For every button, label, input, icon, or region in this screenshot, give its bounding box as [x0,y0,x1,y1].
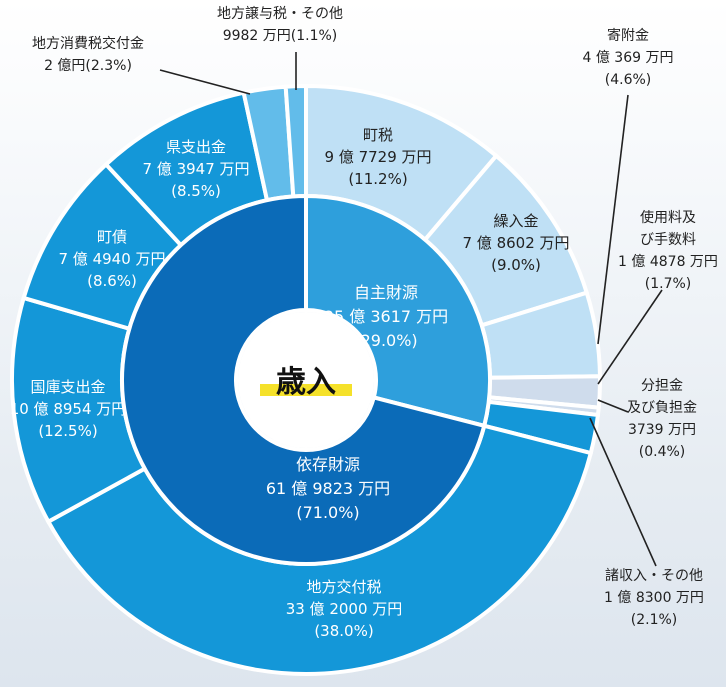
outer-label-8-line-1: 7 億 4940 万円 [58,250,165,268]
slice-labels: 自主財源 25 億 3617 万円 (29.0%) 依存財源 61 億 9823 万円 (… [10,6,718,640]
chart-center: 歳入 [238,312,374,448]
inner-ring [120,193,492,566]
outer-label-10-line-0: 地方消費税交付金 [32,35,144,52]
outer-label-4-line-0: 分担金 [641,378,683,394]
leader-lines [159,52,663,567]
center-hole [238,312,374,448]
outer-label-9-line-1: 7 億 3947 万円 [142,160,249,178]
outer-label-10: 地方消費税交付金 2 億円(2.3%) [32,35,144,74]
inner-label-1-line-0: 依存財源 [296,455,360,474]
inner-label-1-line-2: (71.0%) [296,503,359,522]
outer-label-0: 町税 9 億 7729 万円 (11.2%) [324,126,431,188]
outer-label-10-line-1: 2 億円(2.3%) [44,58,132,74]
outer-label-9-line-2: (8.5%) [171,182,221,200]
outer-label-5: 諸収入・その他 1 億 8300 万円 (2.1%) [604,568,704,628]
outer-label-11-line-1: 9982 万円(1.1%) [223,28,338,44]
outer-label-1-line-0: 繰入金 [493,212,538,230]
leader-line-5 [589,417,657,567]
title-highlight [260,384,352,396]
outer-label-6-line-1: 33 億 2000 万円 [286,600,403,618]
inner-label-0-line-1: 25 億 3617 万円 [324,307,448,326]
outer-label-4-line-2: 3739 万円 [628,422,696,438]
leader-line-2 [597,94,629,345]
outer-label-1: 繰入金 7 億 8602 万円 (9.0%) [462,212,569,274]
inner-slice-1 [120,193,487,566]
outer-label-11-line-0: 地方譲与税・その他 [217,6,343,22]
outer-label-8: 町債 7 億 4940 万円 (8.6%) [58,228,165,290]
outer-label-6: 地方交付税 33 億 2000 万円 (38.0%) [286,578,403,640]
outer-label-7-line-1: 10 億 8954 万円 [10,400,127,418]
outer-label-11: 地方譲与税・その他 9982 万円(1.1%) [217,6,343,44]
outer-label-2-line-1: 4 億 369 万円 [583,50,674,66]
outer-label-0-line-1: 9 億 7729 万円 [324,148,431,166]
outer-label-5-line-0: 諸収入・その他 [605,568,703,584]
inner-label-0-line-2: (29.0%) [354,331,417,350]
outer-label-8-line-0: 町債 [97,228,127,246]
chart-title: 歳入 [276,365,336,400]
outer-label-7-line-2: (12.5%) [38,422,97,440]
inner-label-0-line-0: 自主財源 [354,283,418,302]
outer-label-1-line-1: 7 億 8602 万円 [462,234,569,252]
inner-label-1-line-1: 61 億 9823 万円 [266,479,390,498]
outer-label-8-line-2: (8.6%) [87,272,137,290]
outer-label-7: 国庫支出金 10 億 8954 万円 (12.5%) [10,378,127,440]
outer-label-3-line-3: (1.7%) [645,276,692,292]
outer-label-1-line-2: (9.0%) [491,256,541,274]
inner-label-1: 依存財源 61 億 9823 万円 (71.0%) [266,455,390,522]
outer-label-4-line-3: (0.4%) [639,444,686,460]
outer-label-5-line-1: 1 億 8300 万円 [604,590,704,606]
outer-label-9-line-0: 県支出金 [166,138,226,156]
outer-label-2: 寄附金 4 億 369 万円 (4.6%) [583,27,674,88]
outer-label-0-line-2: (11.2%) [348,170,407,188]
outer-label-7-line-0: 国庫支出金 [30,378,105,396]
outer-label-4: 分担金及び負担金 3739 万円 (0.4%) [627,378,697,460]
outer-label-4-line-1: 及び負担金 [627,400,697,416]
outer-label-3: 使用料及び手数料 1 億 4878 万円 (1.7%) [618,209,718,292]
outer-label-3-line-0: 使用料及 [640,209,696,226]
leader-line-10 [159,69,251,95]
outer-label-6-line-2: (38.0%) [314,622,373,640]
outer-label-3-line-2: 1 億 4878 万円 [618,254,718,270]
inner-slice-0 [304,193,492,429]
inner-label-0: 自主財源 25 億 3617 万円 (29.0%) [324,283,448,350]
leader-line-3 [597,289,663,385]
outer-label-0-line-0: 町税 [363,126,393,144]
outer-label-3-line-1: び手数料 [640,232,696,248]
leader-line-4 [597,399,629,413]
outer-label-2-line-2: (4.6%) [605,72,652,88]
outer-label-5-line-2: (2.1%) [631,612,678,628]
outer-label-2-line-0: 寄附金 [607,27,649,44]
outer-label-6-line-0: 地方交付税 [306,578,381,596]
outer-label-9: 県支出金 7 億 3947 万円 (8.5%) [142,138,249,200]
